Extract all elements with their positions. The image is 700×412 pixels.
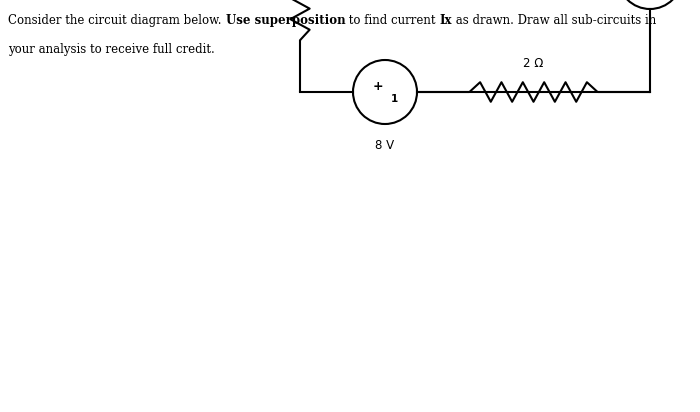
Text: as drawn. Draw all sub-circuits in: as drawn. Draw all sub-circuits in <box>452 14 657 28</box>
Text: Consider the circuit diagram below.: Consider the circuit diagram below. <box>8 14 225 28</box>
Text: Ix: Ix <box>440 14 452 28</box>
Text: to find current: to find current <box>345 14 440 28</box>
Text: 1: 1 <box>391 94 398 104</box>
Text: 2 Ω: 2 Ω <box>524 57 544 70</box>
Text: 8 V: 8 V <box>375 139 395 152</box>
Text: your analysis to receive full credit.: your analysis to receive full credit. <box>8 43 215 56</box>
Text: Use superposition: Use superposition <box>225 14 345 28</box>
Text: +: + <box>372 80 384 93</box>
